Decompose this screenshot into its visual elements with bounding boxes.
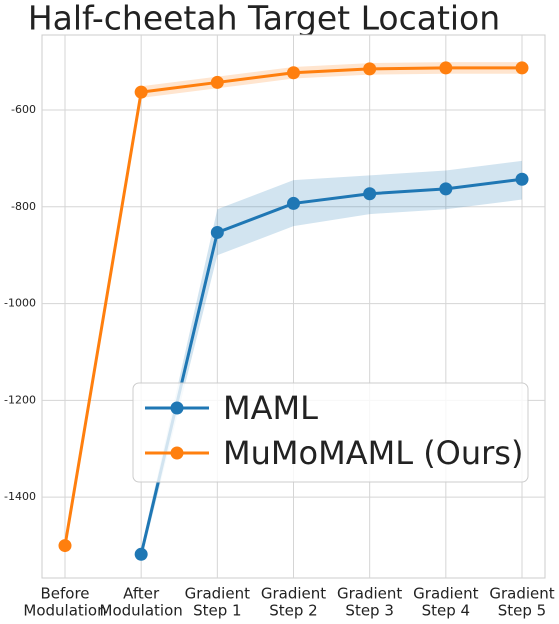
legend-marker	[170, 401, 184, 415]
y-tick-label: -600	[11, 103, 36, 116]
x-tick-label: Step 2	[269, 602, 317, 620]
confidence-band	[141, 160, 522, 561]
confidence-band	[141, 62, 522, 98]
point	[515, 172, 529, 186]
chart-title: Half-cheetah Target Location	[28, 0, 500, 38]
point	[439, 61, 453, 75]
x-tick-label: Modulation	[100, 602, 183, 620]
point	[515, 61, 529, 75]
x-tick-label: Before	[40, 585, 89, 603]
legend-box	[132, 382, 529, 483]
x-tick-label: Step 5	[498, 602, 546, 620]
point	[363, 187, 377, 201]
y-tick-label: -1400	[4, 490, 36, 503]
x-tick-label: Gradient	[261, 585, 326, 603]
y-tick-label: -800	[11, 200, 36, 213]
series-line	[139, 177, 523, 555]
legend-label: MAML	[223, 389, 318, 427]
legend: MAML MuMoMAML (Ours)	[132, 382, 529, 483]
x-tick-label: Step 1	[193, 602, 241, 620]
point	[134, 547, 148, 561]
legend-marker	[170, 446, 184, 460]
y-tick-label: -1000	[4, 297, 36, 310]
x-tick-label: Step 4	[422, 602, 470, 620]
point	[210, 225, 224, 239]
legend-label: MuMoMAML (Ours)	[223, 434, 523, 472]
x-tick-label: Gradient	[185, 585, 250, 603]
point	[363, 62, 377, 76]
x-tick-label: Gradient	[337, 585, 402, 603]
point	[439, 182, 453, 196]
x-tick-label: Modulation	[23, 602, 106, 620]
x-tick-label: Gradient	[489, 585, 554, 603]
x-tick-label: Gradient	[413, 585, 478, 603]
x-tick-label: After	[123, 585, 160, 603]
point	[287, 66, 300, 80]
point	[287, 196, 300, 210]
point	[134, 85, 148, 99]
point	[58, 539, 72, 553]
point	[210, 75, 224, 89]
y-tick-label: -1200	[4, 393, 36, 406]
x-tick-label: Step 3	[345, 602, 393, 620]
